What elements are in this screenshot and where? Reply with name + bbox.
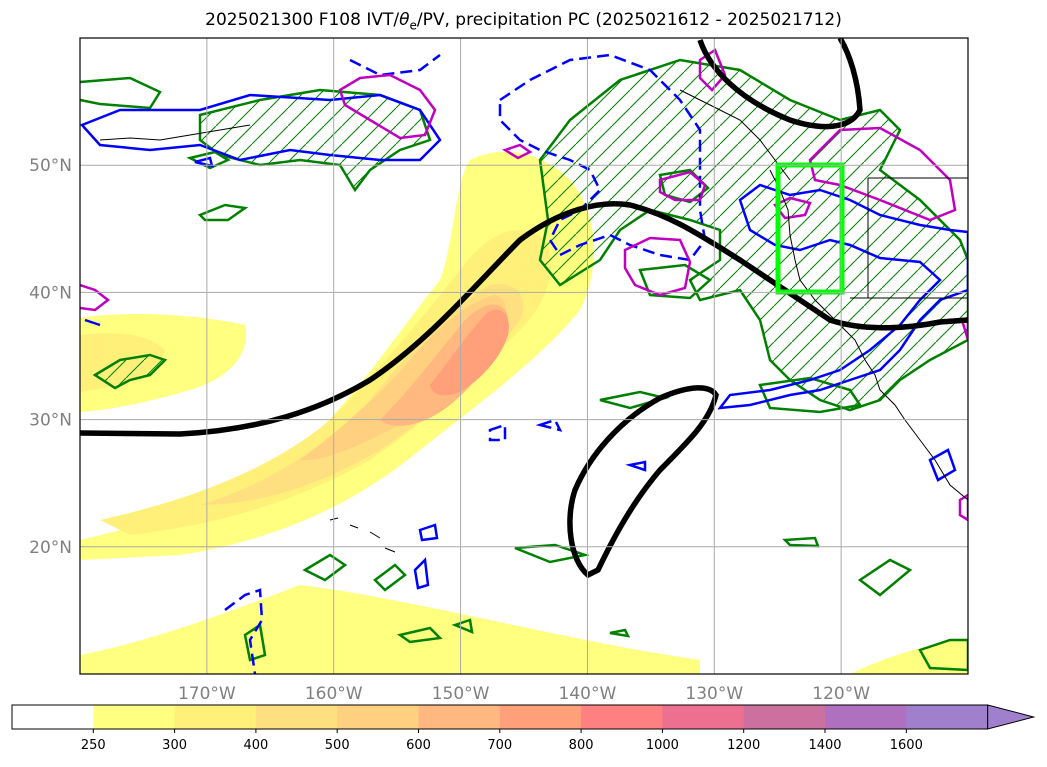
ivt-fill-250-se <box>850 638 968 674</box>
colorbar-level-label: 300 <box>162 738 187 753</box>
pv-contour-small-13 <box>451 618 474 635</box>
ivt-contours-blue-dashed <box>224 53 707 674</box>
colorbar-level-label: 400 <box>243 738 268 753</box>
black-contour-main <box>80 201 968 437</box>
map-title: 2025021300 F108 IVT/θe/PV, precipitation… <box>205 10 842 33</box>
pv-contour-small-1 <box>197 203 249 222</box>
pv-contour-small-5 <box>514 543 590 564</box>
pv-contour-small-9 <box>857 558 913 597</box>
lat-tick-label: 30°N <box>29 411 72 431</box>
pv-contour-west <box>80 76 162 110</box>
theta-contour-east <box>808 126 957 222</box>
colorbar-labels: 250 300 400 500 600 700 800 1000 1200 1400 1600 <box>81 729 923 753</box>
colorbar-level-label: 500 <box>325 738 350 753</box>
ivt-contours-blue <box>80 93 968 590</box>
colorbar-level-label: 1400 <box>808 738 841 753</box>
blue-contour-small-5 <box>928 448 957 482</box>
colorbar-segment <box>174 705 257 729</box>
blue-dashed-north <box>498 53 707 262</box>
blue-contour-east <box>717 183 968 410</box>
longitude-labels: 170°W 160°W 150°W 140°W 130°W 120°W <box>178 684 870 704</box>
lat-tick-label: 40°N <box>29 283 72 303</box>
blue-contour-small-2 <box>418 523 439 542</box>
state-border <box>850 177 968 299</box>
pv-contour-small-3 <box>302 553 348 582</box>
colorbar-level-label: 1000 <box>646 738 679 753</box>
theta-contour-west <box>80 283 111 312</box>
colorbar-extend-arrow <box>987 704 1036 730</box>
colorbar-segment <box>12 705 94 729</box>
blue-contour-small-4 <box>625 460 647 472</box>
theta-contours-magenta <box>80 48 968 522</box>
pv-contour-small-12 <box>396 626 443 644</box>
colorbar-segment <box>418 705 501 729</box>
theta-contour-northeast <box>698 48 727 92</box>
theta-contour-mid <box>502 143 533 160</box>
ivt-fill-250-south <box>80 585 700 674</box>
theta-contour-north <box>338 73 437 140</box>
colorbar-level-label: 600 <box>406 738 431 753</box>
ivt-fill-250 <box>80 151 594 560</box>
black-contour-loop <box>567 385 719 579</box>
latitude-labels: 20°N 30°N 40°N 50°N <box>29 156 72 558</box>
blue-dashed-small-1 <box>488 423 507 442</box>
blue-contour-north <box>80 93 442 162</box>
coastline-aleutians <box>99 124 251 141</box>
ivt-fill-300 <box>100 230 551 535</box>
pv-contour-small-16 <box>918 638 968 672</box>
ivt-fill-700 <box>430 309 509 396</box>
blue-dashed-small-2 <box>535 418 563 432</box>
colorbar-segment <box>825 705 907 729</box>
main-contour-black <box>80 38 968 579</box>
lat-tick-label: 20°N <box>29 538 72 558</box>
pv-hatch-southwest <box>92 353 168 390</box>
lon-tick-label: 150°W <box>432 684 490 704</box>
colorbar-level-label: 1200 <box>727 738 760 753</box>
pv-contour-small-14 <box>609 628 631 638</box>
theta-contour-south <box>623 236 692 297</box>
colorbar-level-label: 800 <box>569 738 594 753</box>
lon-tick-label: 140°W <box>559 684 617 704</box>
colorbar-level-label: 700 <box>487 738 512 753</box>
colorbar-level-label: 250 <box>81 738 106 753</box>
theta-contour-se <box>958 493 968 522</box>
colorbar-segment <box>255 705 338 729</box>
lon-tick-label: 160°W <box>305 684 363 704</box>
colorbar-level-label: 1600 <box>890 738 923 753</box>
colorbar-segment <box>906 705 989 729</box>
lon-tick-label: 130°W <box>685 684 743 704</box>
colorbar-segment <box>337 705 419 729</box>
blue-dashed-south <box>224 588 264 674</box>
colorbar-segment <box>581 705 663 729</box>
map-panel <box>80 38 968 674</box>
colorbar-segment <box>93 705 176 729</box>
pv-contour-small-15 <box>782 536 820 548</box>
colorbar <box>11 704 1036 730</box>
blue-contour-small-1 <box>194 156 214 168</box>
black-contour-north <box>697 38 863 130</box>
map-frame <box>79 37 969 675</box>
gridlines <box>80 38 968 674</box>
pv-hatch-northeast <box>538 58 968 412</box>
pv-contour-small-4 <box>373 563 407 592</box>
lon-tick-label: 170°W <box>178 684 236 704</box>
coastline-north-america <box>769 169 968 501</box>
theta-contour-box <box>773 196 812 220</box>
pv-contour-small-10 <box>758 376 863 414</box>
blue-contour-small-3 <box>413 557 430 590</box>
colorbar-segment <box>743 705 826 729</box>
lon-tick-label: 120°W <box>812 684 870 704</box>
pv-contour-small-11 <box>243 622 267 662</box>
theta-contour-center <box>658 170 707 202</box>
lat-tick-label: 50°N <box>29 156 72 176</box>
colorbar-segment <box>499 705 582 729</box>
blue-contour-small-6 <box>84 318 101 327</box>
colorbar-segment <box>662 705 745 729</box>
coastline-alaska <box>679 89 791 181</box>
